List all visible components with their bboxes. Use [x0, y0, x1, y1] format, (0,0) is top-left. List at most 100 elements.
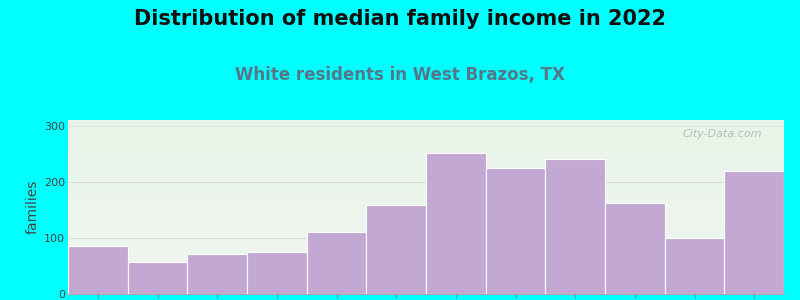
- Bar: [68, 132, 784, 133]
- Bar: [68, 204, 784, 205]
- Bar: [68, 259, 784, 260]
- Bar: [68, 205, 784, 206]
- Bar: [68, 157, 784, 158]
- Bar: [68, 249, 784, 250]
- Bar: [68, 226, 784, 227]
- Bar: [247, 252, 306, 294]
- Bar: [68, 256, 784, 257]
- Bar: [68, 250, 784, 251]
- Bar: [68, 215, 784, 216]
- Bar: [68, 148, 784, 149]
- Text: Distribution of median family income in 2022: Distribution of median family income in …: [134, 9, 666, 29]
- Bar: [68, 189, 784, 190]
- Bar: [68, 133, 784, 134]
- Bar: [68, 146, 784, 147]
- Bar: [68, 140, 784, 141]
- Bar: [68, 152, 784, 153]
- Bar: [68, 122, 784, 123]
- Bar: [68, 188, 784, 189]
- Bar: [68, 199, 784, 200]
- Bar: [68, 142, 784, 143]
- Bar: [68, 172, 784, 173]
- Bar: [68, 159, 784, 160]
- Bar: [68, 229, 784, 230]
- Bar: [68, 278, 784, 279]
- Bar: [68, 175, 784, 176]
- Bar: [68, 222, 784, 223]
- Bar: [68, 153, 784, 154]
- Bar: [68, 242, 784, 243]
- Bar: [68, 126, 784, 127]
- Bar: [68, 165, 784, 166]
- Bar: [68, 198, 784, 199]
- Bar: [68, 286, 784, 287]
- Bar: [68, 225, 784, 226]
- Bar: [68, 184, 784, 185]
- Bar: [68, 134, 784, 135]
- Bar: [68, 197, 784, 198]
- Bar: [68, 291, 784, 292]
- Bar: [68, 282, 784, 283]
- Bar: [68, 191, 784, 192]
- Bar: [68, 274, 784, 275]
- Bar: [68, 149, 784, 150]
- Bar: [68, 141, 784, 142]
- Bar: [68, 246, 128, 294]
- Bar: [68, 167, 784, 168]
- Bar: [68, 258, 784, 259]
- Bar: [68, 275, 784, 276]
- Bar: [68, 210, 784, 211]
- Bar: [68, 160, 784, 161]
- Bar: [68, 292, 784, 293]
- Bar: [68, 238, 784, 239]
- Bar: [68, 137, 784, 138]
- Bar: [68, 211, 784, 212]
- Bar: [68, 125, 784, 126]
- Bar: [68, 236, 784, 237]
- Bar: [68, 284, 784, 285]
- Bar: [68, 187, 784, 188]
- Bar: [68, 179, 784, 180]
- Bar: [68, 266, 784, 267]
- Bar: [68, 220, 784, 221]
- Bar: [68, 196, 784, 197]
- Bar: [68, 124, 784, 125]
- Bar: [68, 214, 784, 215]
- Bar: [68, 271, 784, 272]
- Bar: [68, 145, 784, 146]
- Bar: [68, 208, 784, 209]
- Bar: [68, 155, 784, 156]
- Bar: [68, 289, 784, 290]
- Bar: [68, 121, 784, 122]
- Bar: [68, 241, 784, 242]
- Bar: [68, 237, 784, 238]
- Bar: [68, 161, 784, 162]
- Bar: [68, 217, 784, 218]
- Bar: [68, 186, 784, 187]
- Bar: [68, 218, 784, 219]
- Bar: [68, 277, 784, 278]
- Bar: [68, 209, 784, 210]
- Bar: [68, 276, 784, 277]
- Bar: [68, 231, 784, 232]
- Bar: [68, 223, 784, 224]
- Bar: [68, 173, 784, 174]
- Bar: [68, 255, 784, 256]
- Bar: [68, 171, 784, 172]
- Bar: [486, 168, 546, 294]
- Bar: [68, 202, 784, 203]
- Bar: [68, 264, 784, 265]
- Bar: [68, 164, 784, 165]
- Bar: [68, 169, 784, 170]
- Bar: [68, 181, 784, 182]
- Bar: [68, 268, 784, 269]
- Bar: [68, 207, 784, 208]
- Bar: [68, 168, 784, 169]
- Bar: [68, 243, 784, 244]
- Bar: [724, 170, 784, 294]
- Bar: [68, 213, 784, 214]
- Bar: [68, 201, 784, 202]
- Y-axis label: families: families: [26, 180, 40, 234]
- Bar: [68, 193, 784, 194]
- Bar: [68, 166, 784, 167]
